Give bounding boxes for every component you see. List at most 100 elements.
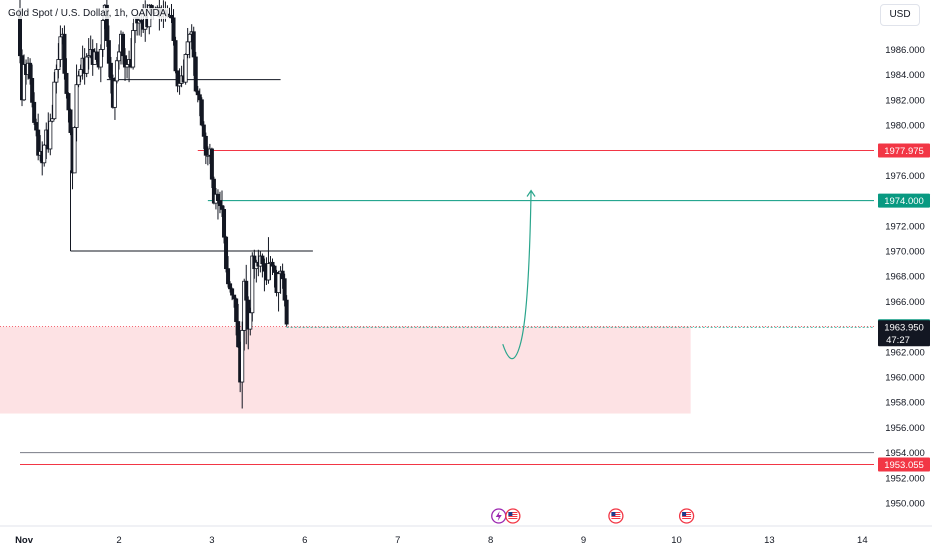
candle-body: [56, 59, 61, 70]
candle-body: [262, 263, 267, 272]
flag-canton: [682, 512, 687, 516]
candle-body: [191, 31, 196, 58]
flag-canton: [508, 512, 513, 516]
y-tick-label: 1968.000: [885, 272, 925, 283]
candle-body: [66, 93, 71, 111]
candle-body: [228, 283, 233, 290]
y-tick-label: 1980.000: [885, 121, 925, 132]
x-tick-label: 9: [581, 535, 586, 546]
candle-body: [226, 268, 231, 285]
x-tick-label: 7: [395, 535, 400, 546]
y-tick-label: 1984.000: [885, 70, 925, 81]
candle-body: [34, 122, 39, 131]
candle-body: [58, 36, 63, 60]
candle-body: [98, 49, 103, 68]
candle-body: [248, 312, 253, 330]
projection-arrowhead: [526, 189, 536, 197]
y-tick-label: 1976.000: [885, 171, 925, 182]
candle-body: [185, 41, 190, 55]
candle-body: [52, 81, 57, 120]
flag-stripe: [682, 514, 692, 515]
candle-body: [62, 33, 67, 74]
candle-body: [282, 278, 287, 301]
candle-body: [244, 280, 249, 301]
flag-stripe: [611, 518, 621, 519]
y-tick-label: 1982.000: [885, 95, 925, 106]
candle-body: [131, 30, 136, 68]
candle-body: [84, 56, 89, 74]
price-tags-layer: 1977.9751974.0001964.0281963.95047:27195…: [878, 143, 930, 472]
candle-body: [64, 72, 69, 94]
candle-body: [199, 99, 204, 126]
y-tick-label: 1958.000: [885, 398, 925, 409]
flag-stripe: [508, 518, 518, 519]
candle-body: [48, 120, 53, 150]
demand-zone-layer: [0, 326, 874, 414]
candle-body: [280, 270, 285, 280]
candle-body: [203, 135, 208, 156]
time-axis: Nov 2 3 6 7 8 9 10 13 14: [0, 525, 932, 546]
candle-body: [284, 299, 289, 325]
horizontal-lines-layer: [20, 79, 874, 466]
candle-body: [30, 77, 35, 103]
flag-stripe: [682, 518, 692, 519]
candle-body: [173, 40, 178, 72]
x-tick-label: 2: [116, 535, 121, 546]
candle-body: [108, 62, 113, 79]
candle-body: [217, 200, 222, 207]
x-tick-label: 13: [764, 535, 775, 546]
candle-body: [215, 193, 220, 202]
candle-body: [270, 261, 275, 267]
y-tick-label: 1986.000: [885, 45, 925, 56]
flag-stripe: [611, 516, 621, 517]
projection-curve: [502, 190, 532, 360]
candle-body: [42, 144, 47, 164]
chart-title: Gold Spot / U.S. Dollar, 1h, OANDA: [6, 8, 169, 19]
x-tick-label: Nov: [15, 535, 34, 546]
y-tick-label: 1972.000: [885, 221, 925, 232]
candle-body: [54, 69, 59, 83]
candle-body: [94, 51, 99, 60]
candle-body: [219, 205, 224, 210]
candle-body: [74, 84, 79, 128]
candle-body: [260, 255, 265, 265]
currency-button[interactable]: USD: [880, 4, 920, 26]
candle-body: [272, 265, 277, 273]
candle-body: [112, 80, 117, 108]
candle-body: [183, 54, 188, 83]
flag-canton: [611, 512, 616, 516]
price-tag: [878, 193, 930, 208]
candle-body: [106, 40, 111, 64]
candle-body: [276, 273, 281, 293]
x-tick-label: 3: [209, 535, 214, 546]
flag-stripe: [682, 516, 692, 517]
candle-body: [116, 51, 121, 62]
candle-body: [234, 298, 239, 322]
x-tick-label: 8: [488, 535, 493, 546]
y-tick-label: 1954.000: [885, 448, 925, 459]
events-layer: [491, 508, 695, 524]
candle-body: [266, 263, 271, 281]
candle-body: [240, 329, 245, 383]
candle-body: [78, 69, 83, 77]
y-tick-label: 1956.000: [885, 423, 925, 434]
candle-body: [195, 90, 200, 96]
candle-body: [222, 209, 227, 238]
flag-stripe: [611, 512, 621, 513]
price-tag: [878, 457, 930, 472]
candle-body: [209, 148, 214, 180]
candle-body: [121, 33, 126, 57]
y-tick-label: 1962.000: [885, 347, 925, 358]
candle-body: [232, 294, 237, 300]
candle-body: [76, 75, 81, 86]
y-tick-label: 1950.000: [885, 499, 925, 510]
lightning-glyph: [495, 511, 502, 521]
x-tick-label: 6: [302, 535, 307, 546]
candle-body: [32, 101, 37, 123]
candle-body: [224, 236, 229, 270]
candle-body: [236, 321, 241, 348]
candle-body: [171, 17, 176, 41]
flag-stripe: [508, 516, 518, 517]
candle-body: [193, 56, 198, 92]
